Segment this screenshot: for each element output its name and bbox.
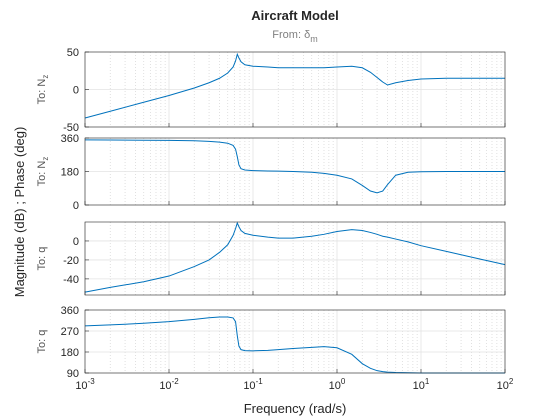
x-tick-exponent: 0	[341, 377, 346, 386]
x-tick-exponent: -2	[172, 377, 180, 386]
y-tick-label: 0	[73, 236, 79, 248]
y-tick-label: 0	[73, 200, 79, 212]
subtitle-text: From: δ	[272, 29, 310, 41]
y-tick-label: 270	[61, 326, 79, 338]
x-tick-base: 10	[243, 380, 255, 392]
y-tick-label: 180	[61, 347, 79, 359]
panel-y-label-text: To: N	[36, 161, 48, 187]
y-tick-label: 360	[61, 305, 79, 317]
plot-area	[85, 222, 505, 295]
subtitle: From: δm	[272, 29, 317, 44]
plot-frame	[84, 221, 506, 296]
plot-frame	[84, 137, 506, 206]
panel-y-label-text: To: N	[36, 79, 48, 105]
panel-y-label: To: Nz	[36, 157, 50, 187]
series-line	[84, 52, 505, 119]
series-line	[84, 139, 505, 194]
y-axis-label: Magnitude (dB) ; Phase (deg)	[12, 127, 27, 298]
y-tick-label: 0	[73, 85, 79, 97]
panel-y-label-subscript: z	[41, 75, 50, 79]
x-tick-base: 10	[329, 380, 341, 392]
x-tick-base: 10	[75, 380, 87, 392]
y-tick-label: -40	[63, 274, 79, 286]
series-line	[84, 316, 505, 374]
x-tick-base: 10	[497, 380, 509, 392]
x-tick-exponent: 1	[425, 377, 430, 386]
y-tick-label: 360	[61, 133, 79, 145]
y-tick-label: -20	[63, 255, 79, 267]
x-tick-label: 101	[413, 377, 430, 392]
subtitle-subscript: m	[310, 34, 318, 44]
panel-y-label: To: q	[36, 247, 48, 271]
panel-y-label-text: To: q	[36, 247, 48, 271]
x-tick-label: 10-1	[243, 377, 263, 392]
panel-y-label-subscript: z	[41, 157, 50, 161]
y-tick-label: 180	[61, 167, 79, 179]
y-tick-label: 90	[67, 368, 79, 380]
plot-frame	[84, 51, 506, 128]
panel-y-label: To: Nz	[36, 75, 50, 105]
x-tick-label: 100	[329, 377, 346, 392]
plot-area	[85, 310, 505, 373]
x-tick-exponent: 2	[509, 377, 514, 386]
panel-y-label: To: q	[36, 330, 48, 354]
x-tick-exponent: -1	[256, 377, 264, 386]
y-tick-label: -50	[63, 122, 79, 134]
x-axis-label: Frequency (rad/s)	[244, 401, 347, 416]
figure-title: Aircraft Model	[251, 8, 338, 23]
x-tick-base: 10	[159, 380, 171, 392]
panel-y-label-text: To: q	[36, 330, 48, 354]
x-tick-label: 10-3	[75, 377, 95, 392]
x-tick-label: 10-2	[159, 377, 179, 392]
series-line	[84, 221, 506, 293]
x-tick-exponent: -3	[88, 377, 96, 386]
plot-frame	[84, 309, 506, 374]
x-tick-base: 10	[413, 380, 425, 392]
x-tick-label: 102	[497, 377, 514, 392]
y-tick-label: 50	[67, 47, 79, 59]
